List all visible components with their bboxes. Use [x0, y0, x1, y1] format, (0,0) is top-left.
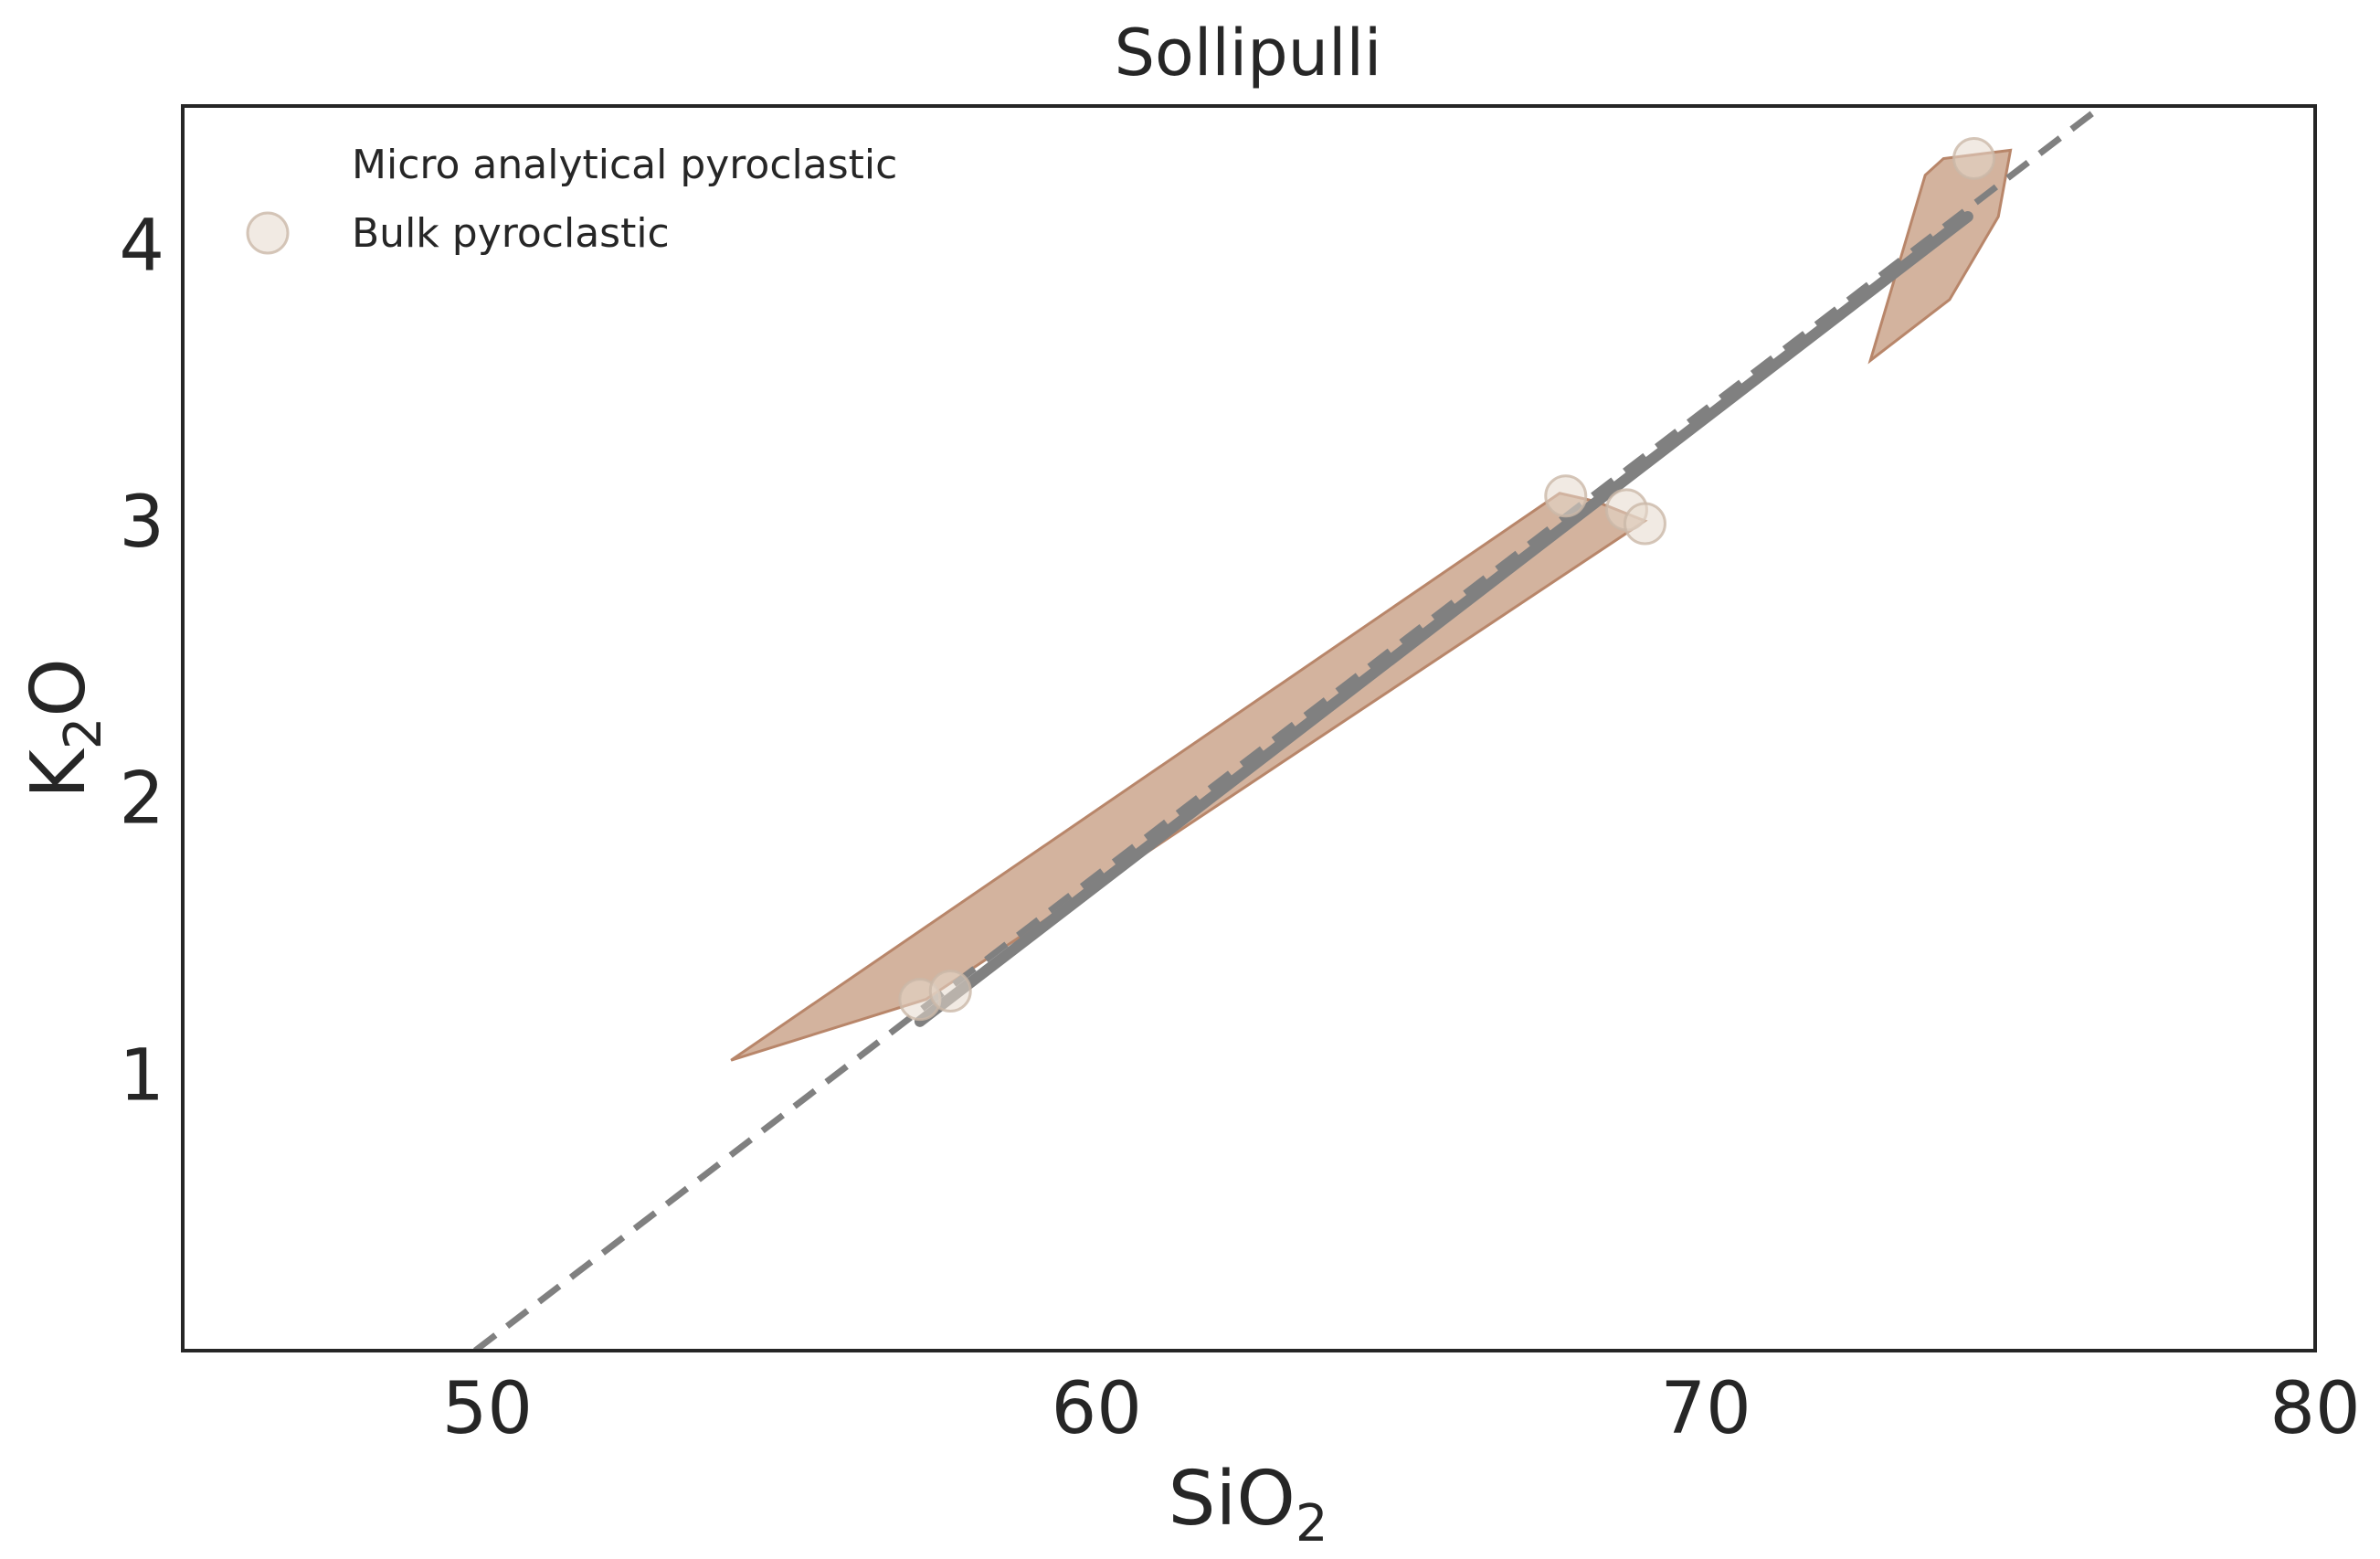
y-tick-label: 4	[119, 205, 164, 287]
x-tick-label: 70	[1661, 1368, 1751, 1450]
y-tick-label: 2	[119, 758, 164, 841]
y-tick-label: 3	[119, 482, 164, 564]
x-axis: 50 60 70 80	[442, 1368, 2361, 1450]
y-tick-label: 1	[119, 1034, 164, 1117]
chart-title: Sollipulli	[1115, 16, 1382, 90]
legend-label-micro-analytical: Micro analytical pyroclastic	[352, 142, 897, 188]
x-tick-label: 50	[442, 1368, 533, 1450]
y-axis: 1 2 3 4	[119, 205, 164, 1117]
legend: Micro analytical pyroclastic Bulk pyrocl…	[246, 142, 897, 257]
x-axis-label: SiO2	[1168, 1456, 1328, 1554]
x-tick-label: 60	[1052, 1368, 1142, 1450]
x-tick-label: 80	[2269, 1368, 2360, 1450]
legend-marker-bulk-pyroclastic	[246, 211, 290, 255]
trend-line-solid	[914, 211, 1973, 1027]
plot-area	[472, 106, 2104, 1351]
y-axis-label-rest: O	[16, 658, 102, 717]
micro-analytical-polygon-0	[730, 492, 1648, 1062]
bulk-pyroclastic-point	[1952, 137, 1996, 181]
legend-label-bulk-pyroclastic: Bulk pyroclastic	[352, 210, 670, 257]
bulk-pyroclastic-point	[928, 970, 972, 1013]
trend-line-dashed	[472, 106, 2104, 1351]
bulk-pyroclastic-point	[1623, 502, 1666, 546]
y-axis-label-subscript: 2	[54, 717, 113, 750]
x-axis-label-main: SiO	[1168, 1456, 1295, 1543]
x-axis-label-subscript: 2	[1296, 1494, 1328, 1554]
y-axis-label-main: K	[16, 748, 102, 799]
micro-analytical-polygon-1	[1867, 148, 2013, 365]
plot-frame	[181, 104, 2317, 1352]
y-axis-label: K2O	[16, 658, 113, 799]
bulk-pyroclastic-point	[1544, 474, 1588, 518]
